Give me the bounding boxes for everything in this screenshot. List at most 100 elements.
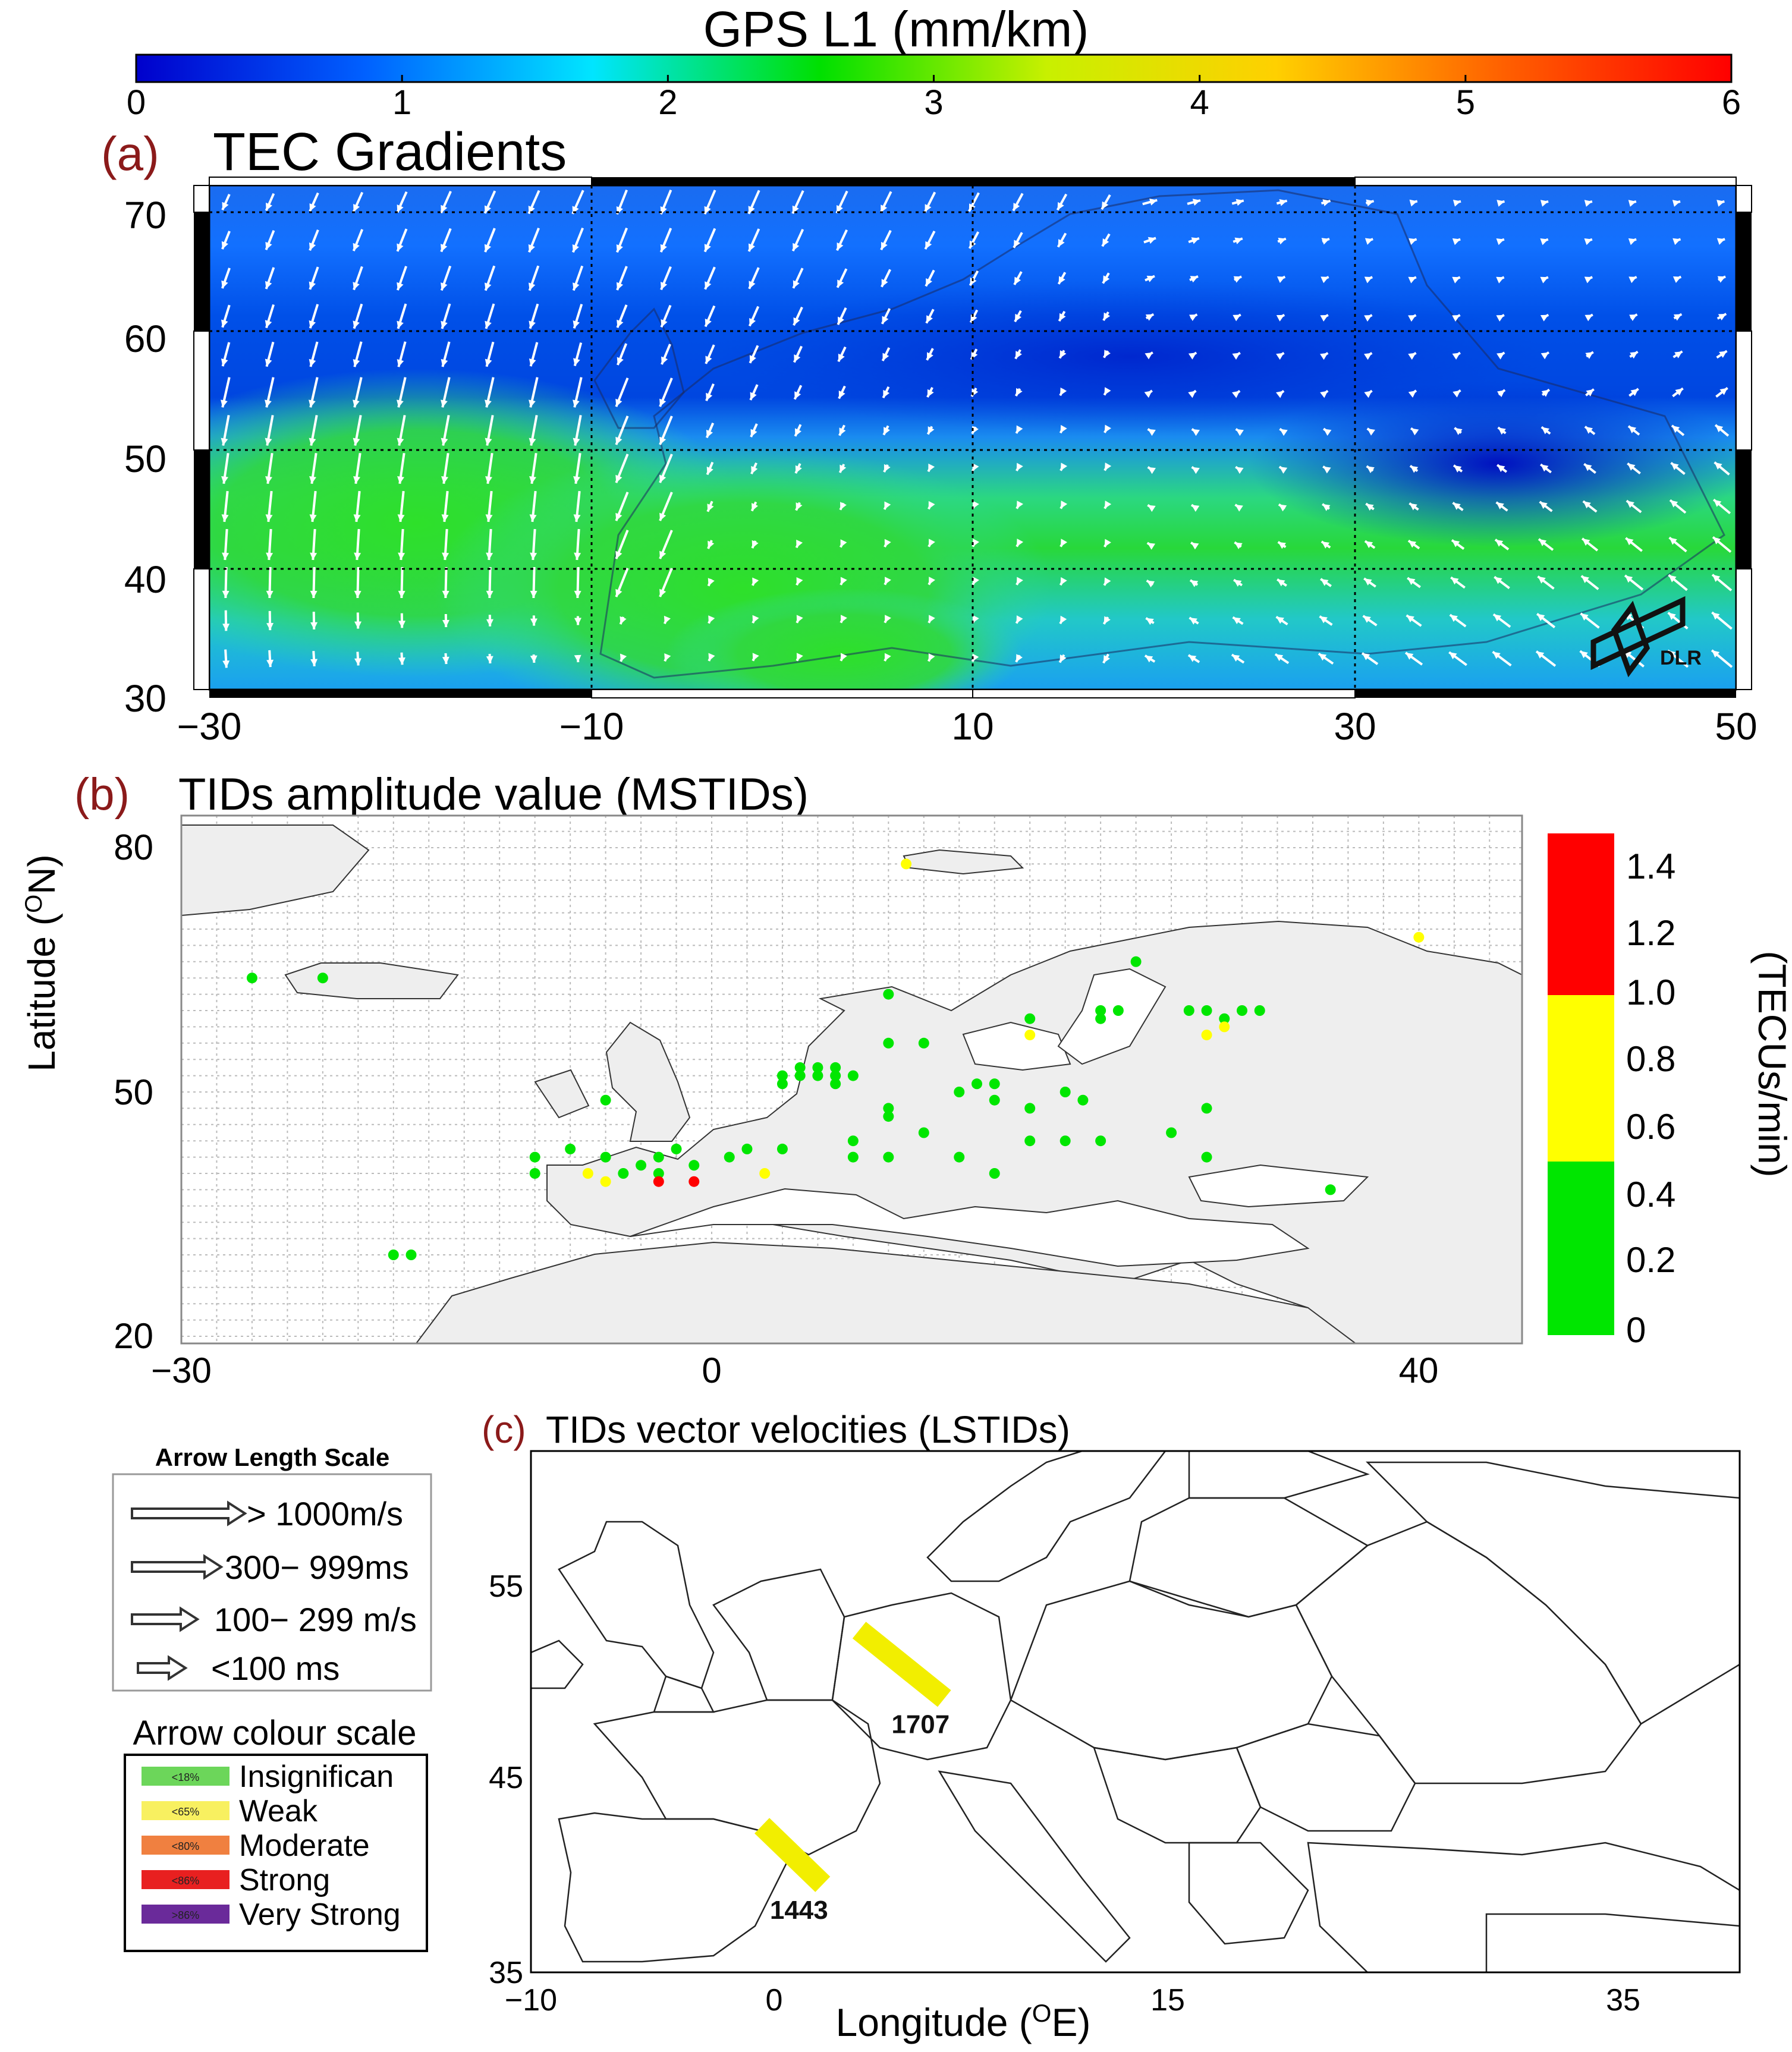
- gradient-arrow: [1628, 200, 1637, 207]
- gradient-arrow: [441, 490, 449, 523]
- arrow-length-item: 100− 299 m/s: [131, 1601, 417, 1638]
- gradient-arrow: [1668, 574, 1688, 591]
- gradient-arrow: [1670, 462, 1686, 475]
- gradient-arrow: [1364, 389, 1373, 398]
- gradient-arrow: [1669, 499, 1687, 514]
- coastline-britain-a: [593, 307, 685, 429]
- gradient-arrow: [1668, 536, 1687, 553]
- gradient-arrow: [1057, 232, 1067, 248]
- gradient-arrow: [1059, 615, 1067, 625]
- gradient-arrow: [615, 377, 629, 407]
- gradient-arrow: [749, 384, 759, 401]
- station-green: [954, 1151, 965, 1163]
- gradient-arrow: [1320, 389, 1329, 398]
- mstid-map: [181, 816, 1522, 1343]
- arrow-length-label: 300− 999ms: [225, 1549, 409, 1586]
- gradient-arrow: [1146, 579, 1155, 588]
- gradient-arrow: [265, 452, 273, 484]
- gradient-arrow: [309, 452, 317, 484]
- gradient-arrow: [529, 303, 539, 329]
- gradient-arrow: [1672, 275, 1682, 283]
- gradient-arrow: [1409, 502, 1419, 511]
- gradient-arrow: [615, 492, 629, 521]
- colour-swatch-label: <18%: [172, 1771, 200, 1783]
- gradient-arrow: [1628, 388, 1639, 397]
- gradient-arrow: [1583, 462, 1596, 474]
- station-green: [529, 1151, 540, 1163]
- gradient-arrow: [1672, 200, 1681, 207]
- gradient-arrow: [1450, 576, 1466, 589]
- gradient-arrow: [1275, 615, 1288, 626]
- gradient-arrow: [529, 415, 538, 446]
- gradient-arrow: [708, 653, 715, 662]
- gradient-arrow: [1188, 389, 1197, 398]
- gradient-arrow: [573, 304, 583, 329]
- gradient-arrow: [750, 501, 758, 512]
- gradient-arrow: [221, 342, 231, 367]
- panel-a-y-tick: 50: [124, 438, 166, 480]
- gradient-arrow: [926, 348, 934, 361]
- arrow-colour-title: Arrow colour scale: [133, 1714, 416, 1752]
- gradient-arrow: [396, 228, 408, 252]
- panel-b: (b) TIDs amplitude value (MSTIDs) −30 0 40…: [20, 769, 1792, 1390]
- panel-a-x-tick: 50: [1715, 705, 1757, 748]
- panel-a-x-tick: 10: [951, 705, 994, 748]
- amplitude-legend-tick: 0.6: [1626, 1107, 1675, 1147]
- gradient-arrow: [1015, 615, 1023, 624]
- gradient-arrow: [750, 462, 758, 475]
- gradient-arrow: [1407, 539, 1420, 550]
- colour-swatch-label: >86%: [172, 1909, 200, 1921]
- gradient-arrow: [791, 190, 804, 214]
- gradient-arrow: [574, 654, 581, 663]
- station-green: [600, 1094, 611, 1106]
- station-green: [1325, 1184, 1336, 1195]
- panel-a-y-tick: 30: [124, 677, 166, 720]
- gradient-arrow: [265, 193, 275, 212]
- panel-b-y-ticks: 80 50 20: [114, 827, 153, 1356]
- gradient-arrow: [1233, 313, 1241, 322]
- britain: [534, 1021, 691, 1142]
- gradient-arrow: [1322, 427, 1332, 436]
- arrow-colour-legend: Arrow colour scale <18% Insignifican <65% W…: [124, 1714, 428, 1952]
- colour-swatch-label: <65%: [172, 1806, 200, 1818]
- gradient-arrow: [660, 266, 672, 291]
- amplitude-legend-tick: 1.4: [1626, 846, 1675, 886]
- gradient-arrow: [1361, 652, 1379, 665]
- gradient-arrow: [792, 267, 804, 289]
- gradient-arrow: [442, 613, 449, 628]
- lstid-track-label: 1707: [891, 1710, 950, 1739]
- station-green: [918, 1037, 929, 1049]
- gradient-arrow: [1494, 539, 1510, 550]
- gradient-arrow: [1144, 389, 1153, 398]
- gradient-arrow: [1012, 193, 1024, 212]
- station-green: [989, 1078, 1000, 1090]
- colorbar-ticks: 0 1 2 3 4 5 6: [127, 75, 1741, 122]
- gradient-arrow: [485, 377, 495, 408]
- gradient-arrow: [1234, 503, 1243, 512]
- gradient-arrow: [884, 577, 891, 586]
- gradient-arrow: [572, 265, 584, 291]
- gradient-arrow: [1452, 238, 1461, 246]
- gradient-arrow: [791, 229, 804, 251]
- gradient-arrow: [972, 539, 980, 547]
- arrow-length-item: <100 ms: [137, 1650, 339, 1687]
- gradient-arrow: [352, 229, 364, 251]
- gradient-arrow: [528, 265, 540, 291]
- gradient-arrow: [972, 577, 979, 586]
- gradient-arrow: [442, 653, 449, 665]
- gradient-arrow: [659, 228, 672, 253]
- gradient-arrow: [398, 613, 406, 628]
- gradient-arrow: [1584, 200, 1593, 207]
- gradient-arrow: [398, 566, 405, 599]
- gradient-arrow: [1453, 464, 1463, 473]
- xlabel-end: E): [1051, 2000, 1090, 2044]
- gradient-arrow: [530, 528, 537, 561]
- gradient-arrow: [1104, 501, 1112, 509]
- station-green: [1024, 1013, 1036, 1024]
- tec-gradient-arrows: [221, 189, 1733, 668]
- gradient-arrow: [795, 502, 803, 511]
- gradient-arrow: [749, 345, 759, 364]
- station-green: [1024, 1103, 1036, 1114]
- station-red: [688, 1176, 700, 1187]
- gradient-arrow: [221, 304, 231, 328]
